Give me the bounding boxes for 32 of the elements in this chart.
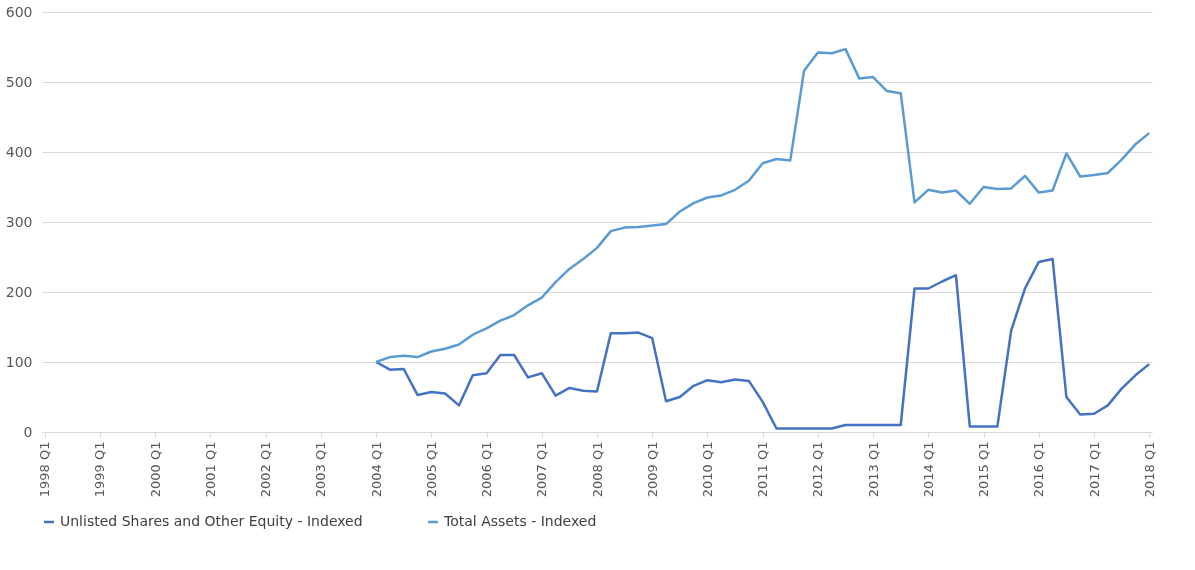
- x-tick-label: 2006 Q1: [479, 441, 495, 498]
- x-tick-label: 2016 Q1: [1031, 441, 1047, 498]
- line-series: [374, 257, 1151, 430]
- x-tick-label: 1999 Q1: [92, 441, 108, 498]
- y-tick-label: 600: [5, 3, 33, 20]
- x-tick-label: 2017 Q1: [1086, 441, 1102, 498]
- x-tick-label: 2013 Q1: [865, 441, 881, 498]
- x-tick-label: 2000 Q1: [147, 441, 163, 498]
- y-tick-label: 300: [5, 213, 33, 230]
- x-tick-label: 2011 Q1: [755, 441, 771, 498]
- x-tick-label: 2005 Q1: [423, 441, 439, 498]
- x-tick-label: 2018 Q1: [1141, 441, 1157, 498]
- legend-label: Unlisted Shares and Other Equity - Indexed: [60, 513, 363, 529]
- y-tick-label: 400: [5, 143, 33, 160]
- y-tick-label: 200: [5, 283, 33, 300]
- x-tick-label: 2004 Q1: [368, 441, 384, 498]
- y-tick-label: 500: [5, 73, 33, 90]
- x-tick-label: 2001 Q1: [202, 441, 218, 498]
- y-tick-label: 100: [5, 353, 33, 370]
- legend-label: Total Assets - Indexed: [443, 513, 597, 529]
- x-tick-label: 2003 Q1: [313, 441, 329, 498]
- x-tick-label: 2002 Q1: [258, 441, 274, 498]
- line-series: [374, 47, 1151, 364]
- x-tick-label: 1998 Q1: [37, 441, 53, 498]
- x-tick-label: 2009 Q1: [644, 441, 660, 498]
- x-tick-label: 2008 Q1: [589, 441, 605, 498]
- x-tick-label: 2014 Q1: [920, 441, 936, 498]
- y-tick-label: 0: [23, 423, 33, 440]
- x-tick-label: 2012 Q1: [810, 441, 826, 498]
- x-tick-label: 2010 Q1: [699, 441, 715, 498]
- x-tick-label: 2015 Q1: [976, 441, 992, 498]
- x-tick-label: 2007 Q1: [534, 441, 550, 498]
